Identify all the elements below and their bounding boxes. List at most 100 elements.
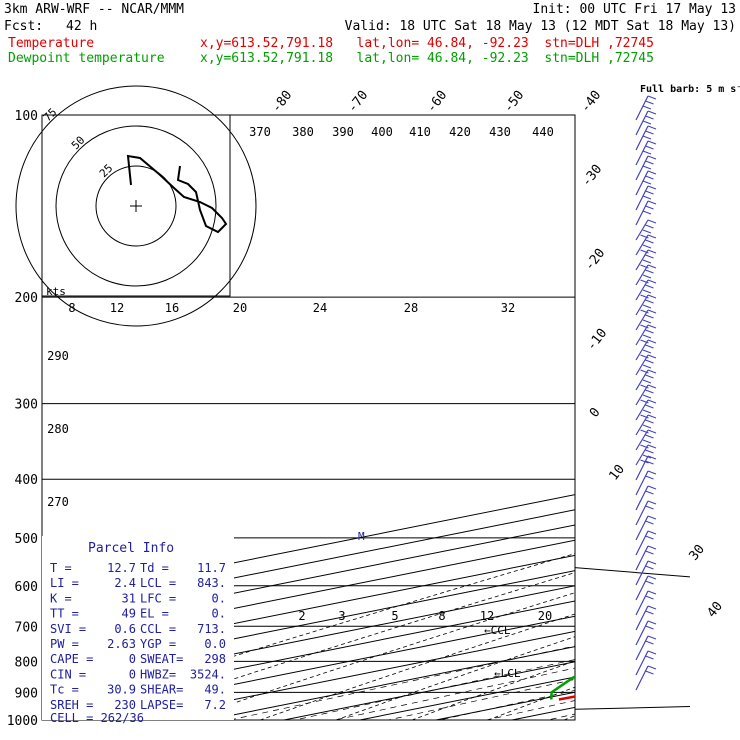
parcel-key: T = bbox=[50, 561, 72, 575]
dewpoint-legend: Dewpoint temperature bbox=[8, 51, 165, 66]
mixing-ratio-line bbox=[599, 479, 740, 720]
wind-barb-flag bbox=[645, 224, 654, 229]
wind-barb-flag bbox=[645, 299, 654, 304]
dry-adiabat-line bbox=[563, 715, 575, 720]
wind-barb-flag bbox=[642, 180, 652, 185]
parcel-key: LI = bbox=[50, 576, 79, 590]
parcel-value: 12.7 bbox=[107, 561, 136, 575]
mixing-ratio-label: 5 bbox=[391, 609, 398, 623]
isotherm-label: -60 bbox=[424, 88, 450, 116]
wind-barb-shaft bbox=[635, 324, 649, 346]
wind-barb-shaft bbox=[635, 249, 649, 271]
wind-barb-flag bbox=[645, 359, 654, 364]
isotherm-label: 0 bbox=[587, 405, 604, 420]
wind-barb-flag bbox=[647, 110, 657, 115]
wind-barb-flag bbox=[647, 324, 657, 329]
wind-barb-flag bbox=[647, 279, 657, 284]
wind-barb-flag bbox=[642, 334, 652, 339]
wind-barb-shaft bbox=[635, 125, 649, 151]
wind-barb-shaft bbox=[635, 605, 649, 631]
pressure-label: 500 bbox=[15, 532, 38, 547]
wind-barb-flag bbox=[642, 120, 652, 125]
wind-barb-flag bbox=[642, 244, 652, 249]
wind-barb-flag bbox=[647, 369, 657, 374]
wind-barb-shaft bbox=[635, 665, 649, 691]
wind-barb-flag bbox=[645, 314, 654, 319]
theta-label: 440 bbox=[532, 125, 554, 139]
wind-barb-flag bbox=[642, 394, 652, 399]
wind-barb-shaft bbox=[635, 95, 649, 121]
wind-barb-flag bbox=[645, 389, 654, 394]
parcel-key: PW = bbox=[50, 637, 79, 651]
forecast-hour: 42 h bbox=[66, 19, 98, 34]
wind-barb-flag bbox=[645, 505, 654, 510]
isotherm-line bbox=[359, 676, 575, 720]
wind-barb-flag bbox=[647, 665, 657, 670]
wind-barb-shaft bbox=[635, 369, 649, 391]
hodograph-axis-label: 16 bbox=[165, 301, 179, 315]
wind-barb-flag bbox=[645, 490, 654, 495]
wind-barb-flag bbox=[645, 190, 654, 195]
theta-label: 290 bbox=[47, 349, 69, 363]
isotherm-label: -50 bbox=[501, 88, 527, 116]
wind-barb-flag bbox=[647, 635, 657, 640]
wind-barb-flag bbox=[645, 640, 654, 645]
wind-barb-flag bbox=[645, 550, 654, 555]
wind-barb-flag bbox=[647, 140, 657, 145]
dry-adiabat-line bbox=[487, 686, 575, 720]
wind-barb-flag bbox=[642, 229, 652, 234]
parcel-key: LCL = bbox=[140, 576, 176, 590]
wind-barb-shaft bbox=[635, 590, 649, 616]
dry-adiabat-line bbox=[716, 115, 740, 720]
wind-barb-flag bbox=[647, 500, 657, 505]
hodograph-ring bbox=[15, 85, 257, 327]
wind-barb-flag bbox=[645, 145, 654, 150]
pressure-label: 700 bbox=[15, 620, 38, 635]
wind-barb-flag bbox=[647, 429, 657, 434]
wind-barb-shaft bbox=[635, 170, 649, 196]
wind-barb-flag bbox=[645, 475, 654, 480]
parcel-value: 49. bbox=[204, 683, 226, 697]
wind-barb-flag bbox=[645, 205, 654, 210]
parcel-key: LAPSE= bbox=[140, 698, 183, 712]
wind-barb-shaft bbox=[635, 309, 649, 331]
isotherm-label: 40 bbox=[705, 599, 726, 621]
mixing-ratio-label: 8 bbox=[438, 609, 445, 623]
wind-barb-flag bbox=[647, 384, 657, 389]
wind-barb-flag bbox=[642, 105, 652, 110]
hodograph-ring bbox=[95, 165, 177, 247]
parcel-key: CCL = bbox=[140, 622, 176, 636]
isotherm-label: -20 bbox=[582, 246, 608, 274]
wind-barb-flag bbox=[645, 535, 654, 540]
wind-barb-shaft bbox=[635, 339, 649, 361]
parcel-key: HWBZ= bbox=[140, 667, 176, 681]
wind-barb-shaft bbox=[635, 429, 649, 451]
parcel-value: 0 bbox=[129, 667, 136, 681]
wind-barb-flag bbox=[647, 444, 657, 449]
pressure-label: 400 bbox=[15, 473, 38, 488]
wind-barb-flag bbox=[647, 399, 657, 404]
parcel-value: 11.7 bbox=[197, 561, 226, 575]
wind-barb-flag bbox=[645, 520, 654, 525]
hodograph-ring bbox=[55, 125, 217, 287]
boundary-line bbox=[574, 567, 691, 578]
wind-barb-flag bbox=[645, 374, 654, 379]
isotherm-label: -40 bbox=[578, 88, 604, 116]
wind-barb-flag bbox=[645, 655, 654, 660]
wind-barb-flag bbox=[647, 650, 657, 655]
isotherm-line bbox=[207, 646, 575, 720]
hodograph-axis-label: 8 bbox=[68, 301, 75, 315]
valid-time: Valid: 18 UTC Sat 18 May 13 (12 MDT Sat … bbox=[344, 19, 736, 34]
parcel-key: CAPE = bbox=[50, 652, 93, 666]
wind-barb-shaft bbox=[635, 110, 649, 136]
wind-barb-shaft bbox=[635, 399, 649, 421]
wind-barb-flag bbox=[647, 125, 657, 130]
wind-barb-flag bbox=[647, 560, 657, 565]
mixing-ratio-line bbox=[334, 667, 575, 720]
parcel-value: 7.2 bbox=[204, 698, 226, 712]
pressure-label: 900 bbox=[15, 686, 38, 701]
theta-label: 390 bbox=[332, 125, 354, 139]
wind-barb-shaft bbox=[635, 185, 649, 211]
